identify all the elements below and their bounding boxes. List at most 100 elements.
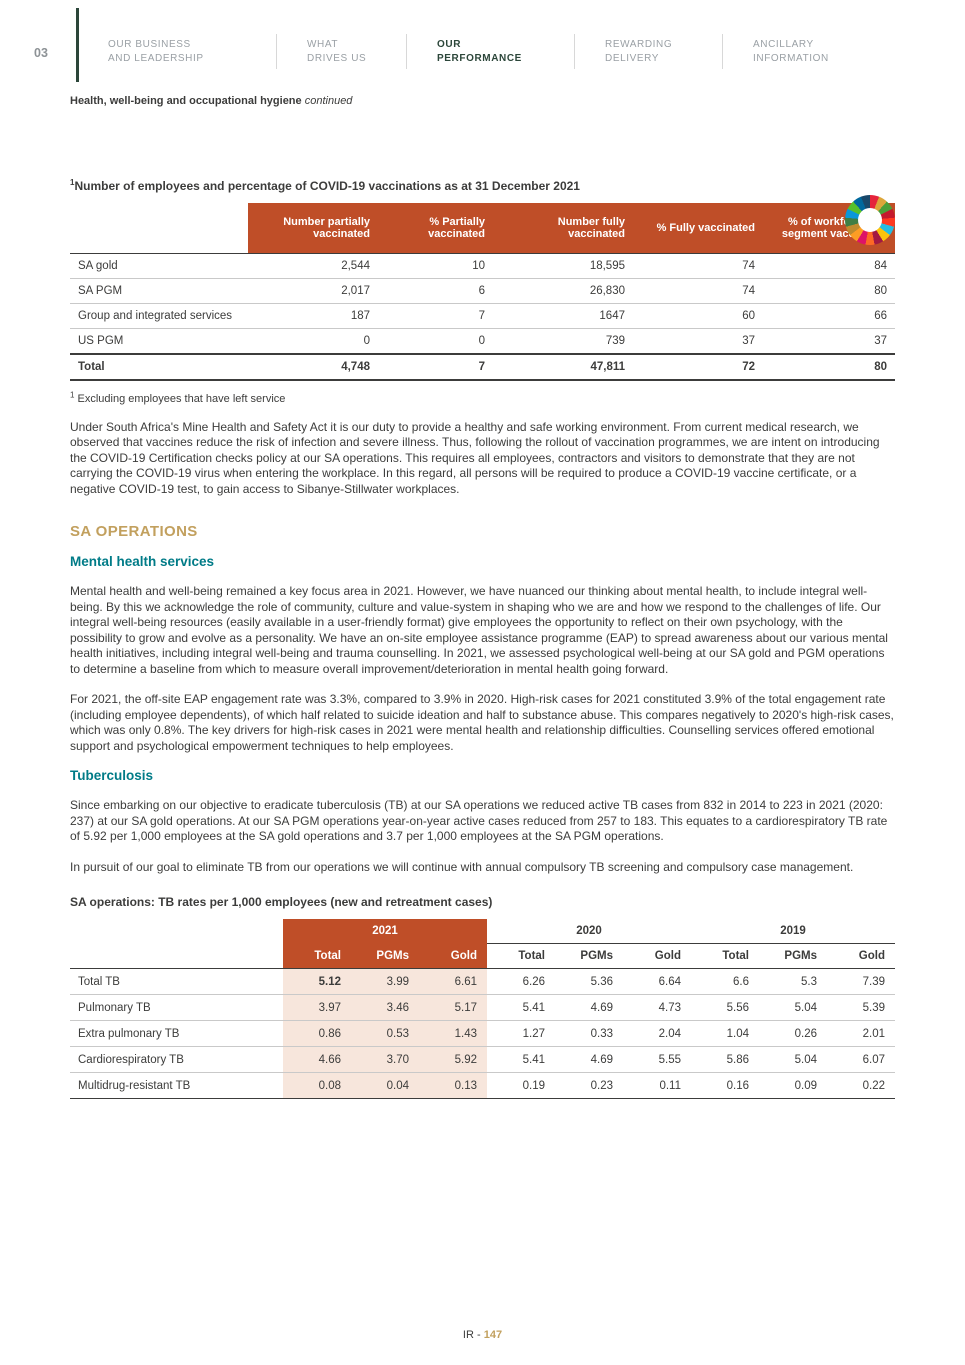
cell-value: 0 [378, 328, 493, 354]
cell-value: 739 [493, 328, 633, 354]
cell-value: 7 [378, 352, 493, 381]
chapter-continued-line: Health, well-being and occupational hygi… [70, 95, 895, 107]
nav-item-label: OUR [437, 39, 462, 50]
column-header: PGMs [351, 943, 419, 969]
page-content: Health, well-being and occupational hygi… [70, 95, 895, 1099]
column-header: PGMs [555, 943, 623, 969]
cell-value: 0.13 [419, 1072, 487, 1099]
cell-value: 4,748 [248, 352, 378, 381]
footnote-marker: 1 [70, 389, 75, 399]
cell-value: 2.04 [623, 1020, 691, 1047]
cell-value: 6 [378, 278, 493, 304]
column-header: Total [487, 943, 555, 969]
row-label: Multidrug-resistant TB [70, 1072, 283, 1099]
nav-item-label: INFORMATION [753, 52, 829, 64]
column-header: % Fully vaccinated [633, 203, 763, 254]
cell-value: 5.86 [691, 1046, 759, 1073]
cell-value: 0.86 [283, 1020, 351, 1047]
report-nav: OUR BUSINESS AND LEADERSHIP WHAT DRIVES … [108, 34, 965, 69]
year-group-2020: 2020 [487, 919, 691, 944]
cell-value: 0.33 [555, 1020, 623, 1047]
row-label: SA gold [70, 253, 248, 279]
cell-value: 3.70 [351, 1046, 419, 1073]
nav-item-label: WHAT [307, 39, 339, 50]
cell-value: 0.16 [691, 1072, 759, 1099]
footer-prefix: IR - [462, 1329, 484, 1341]
cell-value: 74 [633, 278, 763, 304]
cell-value: 7 [378, 303, 493, 329]
nav-item-our-performance[interactable]: OUR PERFORMANCE [406, 34, 574, 69]
page-number: 147 [483, 1329, 503, 1341]
column-header: % Partially vaccinated [378, 203, 493, 254]
row-label: Group and integrated services [70, 303, 248, 329]
nav-item-label: AND LEADERSHIP [108, 52, 204, 64]
cell-value: 4.69 [555, 1046, 623, 1073]
table-row: Extra pulmonary TB 0.86 0.53 1.43 1.27 0.33 2.… [70, 1020, 895, 1047]
table-row: SA PGM 2,017 6 26,830 74 80 [70, 278, 895, 304]
cell-value: 10 [378, 253, 493, 279]
cell-value: 60 [633, 303, 763, 329]
page-footer: IR - 147 [0, 1329, 965, 1341]
cell-value: 1647 [493, 303, 633, 329]
nav-item-what-drives-us[interactable]: WHAT DRIVES US [276, 34, 406, 69]
row-label: SA PGM [70, 278, 248, 304]
sub-header-row: Total PGMs Gold Total PGMs Gold Total PG… [70, 943, 895, 969]
table-row: Multidrug-resistant TB 0.08 0.04 0.13 0.19 0.… [70, 1072, 895, 1099]
cell-value: 6.64 [623, 968, 691, 995]
table-row: Group and integrated services 187 7 1647 60 6… [70, 303, 895, 329]
cell-value: 47,811 [493, 352, 633, 381]
section-number: 03 [34, 46, 48, 60]
cell-value: 72 [633, 352, 763, 381]
cell-value: 5.92 [419, 1046, 487, 1073]
cell-value: 0.08 [283, 1072, 351, 1099]
year-group-2021: 2021 [283, 919, 487, 944]
cell-value: 5.55 [623, 1046, 691, 1073]
cell-value: 66 [763, 303, 895, 329]
cell-value: 0.22 [827, 1072, 895, 1099]
cell-value: 1.43 [419, 1020, 487, 1047]
nav-item-ancillary-information[interactable]: ANCILLARY INFORMATION [722, 34, 882, 69]
subheading-mental-health-services: Mental health services [70, 554, 215, 569]
nav-item-our-business-and-leadership[interactable]: OUR BUSINESS AND LEADERSHIP [108, 34, 276, 69]
intro-paragraph: Under South Africa's Mine Health and Saf… [70, 419, 880, 496]
cell-value: 6.26 [487, 968, 555, 995]
column-header: Number fully vaccinated [493, 203, 633, 254]
column-header: Gold [419, 943, 487, 969]
sdg-wheel-icon [845, 195, 895, 245]
nav-item-rewarding-delivery[interactable]: REWARDING DELIVERY [574, 34, 722, 69]
mental-health-paragraph: For 2021, the off-site EAP engagement ra… [70, 692, 894, 753]
year-group-header-row: 2021 2020 2019 [70, 919, 895, 944]
row-label: Total [70, 352, 248, 381]
cell-value: 5.36 [555, 968, 623, 995]
cell-value: 6.6 [691, 968, 759, 995]
cell-value: 7.39 [827, 968, 895, 995]
column-header: PGMs [759, 943, 827, 969]
table-total-row: Total 4,748 7 47,811 72 80 [70, 352, 895, 381]
empty-header-cell [70, 943, 283, 969]
cell-value: 37 [763, 328, 895, 354]
continued-label: continued [304, 95, 353, 107]
vaccination-table-title-text: Number of employees and percentage of CO… [74, 179, 580, 193]
cell-value: 2,017 [248, 278, 378, 304]
nav-item-label: PERFORMANCE [437, 52, 522, 64]
nav-item-label: OUR BUSINESS [108, 39, 191, 50]
cell-value: 1.27 [487, 1020, 555, 1047]
footnote-marker: 1 [70, 178, 75, 187]
table-row: Cardiorespiratory TB 4.66 3.70 5.92 5.41 4.69… [70, 1046, 895, 1073]
cell-value: 26,830 [493, 278, 633, 304]
cell-value: 3.99 [351, 968, 419, 995]
cell-value: 0.53 [351, 1020, 419, 1047]
cell-value: 6.07 [827, 1046, 895, 1073]
tuberculosis-paragraph: In pursuit of our goal to eliminate TB f… [70, 859, 854, 874]
column-header: Gold [623, 943, 691, 969]
cell-value: 4.73 [623, 994, 691, 1021]
cell-value: 187 [248, 303, 378, 329]
row-label: Pulmonary TB [70, 994, 283, 1021]
row-label: Total TB [70, 968, 283, 995]
table-footnote: 1 Excluding employees that have left ser… [70, 389, 895, 404]
cell-value: 3.97 [283, 994, 351, 1021]
cell-value: 2,544 [248, 253, 378, 279]
cell-value: 5.04 [759, 1046, 827, 1073]
cell-value: 74 [633, 253, 763, 279]
